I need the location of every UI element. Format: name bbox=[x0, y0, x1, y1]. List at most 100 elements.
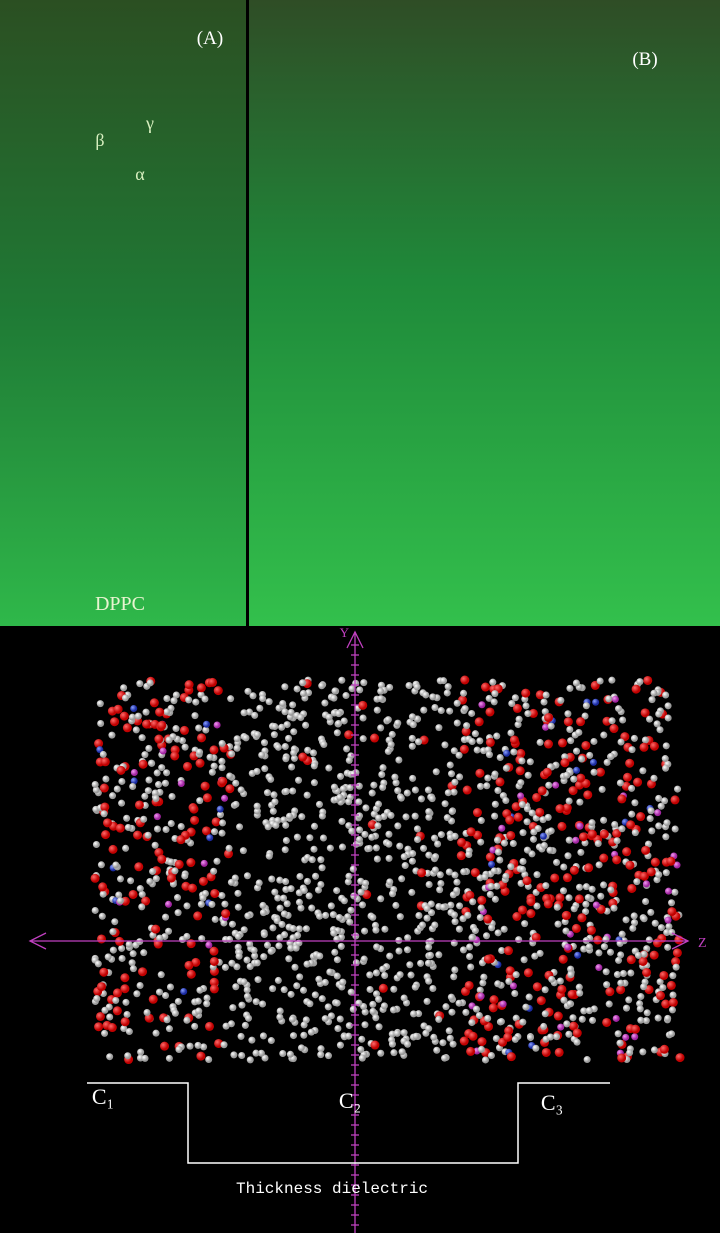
atom bbox=[339, 844, 346, 851]
atom bbox=[494, 787, 501, 794]
atom bbox=[398, 875, 405, 882]
atom bbox=[312, 991, 319, 998]
atom bbox=[508, 700, 515, 707]
atom bbox=[595, 964, 602, 971]
atom bbox=[530, 828, 537, 835]
atom bbox=[293, 945, 300, 952]
atom bbox=[576, 884, 583, 891]
atom bbox=[278, 921, 285, 928]
atom bbox=[435, 724, 442, 731]
atom bbox=[219, 830, 226, 837]
atom bbox=[412, 787, 419, 794]
atom bbox=[516, 766, 525, 775]
atom bbox=[656, 726, 663, 733]
atom bbox=[435, 951, 442, 958]
atom bbox=[626, 820, 635, 829]
atom bbox=[448, 1009, 455, 1016]
atom bbox=[316, 913, 323, 920]
atom bbox=[326, 714, 333, 721]
atom bbox=[282, 755, 289, 762]
atom bbox=[299, 679, 306, 686]
atom bbox=[129, 783, 136, 790]
atom bbox=[397, 913, 404, 920]
atom bbox=[219, 764, 226, 771]
atom bbox=[261, 739, 268, 746]
atom bbox=[140, 949, 147, 956]
atom bbox=[609, 717, 616, 724]
atom bbox=[166, 1025, 173, 1032]
atom bbox=[347, 907, 354, 914]
atom bbox=[569, 786, 578, 795]
atom bbox=[452, 833, 459, 840]
atom bbox=[665, 923, 672, 930]
atom bbox=[205, 1022, 214, 1031]
atom bbox=[330, 911, 337, 918]
atom bbox=[168, 858, 175, 865]
atom bbox=[337, 1015, 344, 1022]
atom bbox=[537, 996, 546, 1005]
atom bbox=[628, 811, 635, 818]
atom bbox=[654, 809, 661, 816]
atom bbox=[192, 699, 199, 706]
atom bbox=[591, 769, 598, 776]
atom bbox=[110, 947, 117, 954]
atom bbox=[665, 714, 672, 721]
atom bbox=[460, 868, 467, 875]
atom bbox=[629, 925, 636, 932]
atom bbox=[281, 683, 288, 690]
atom bbox=[579, 1016, 586, 1023]
atom bbox=[401, 1029, 408, 1036]
atom bbox=[369, 1008, 376, 1015]
atom bbox=[350, 1006, 357, 1013]
atom bbox=[110, 717, 119, 726]
atom bbox=[116, 824, 125, 833]
atom bbox=[289, 701, 296, 708]
atom bbox=[669, 972, 676, 979]
atom bbox=[228, 960, 235, 967]
atom bbox=[474, 747, 481, 754]
atom bbox=[97, 934, 106, 943]
atom bbox=[510, 735, 519, 744]
molecule-name: DPPC bbox=[95, 593, 145, 615]
atom bbox=[663, 869, 670, 876]
atom bbox=[445, 789, 452, 796]
atom bbox=[366, 971, 373, 978]
atom bbox=[120, 973, 129, 982]
atom bbox=[547, 1033, 554, 1040]
atom bbox=[477, 914, 484, 921]
atom bbox=[592, 699, 599, 706]
atom bbox=[629, 746, 636, 753]
atom bbox=[615, 1030, 622, 1037]
atom bbox=[584, 863, 593, 872]
atom bbox=[105, 953, 112, 960]
atom bbox=[518, 905, 527, 914]
atom bbox=[130, 705, 137, 712]
atom bbox=[542, 1048, 551, 1057]
atom bbox=[651, 858, 660, 867]
atom bbox=[319, 812, 326, 819]
atom bbox=[562, 927, 569, 934]
atom bbox=[259, 1000, 266, 1007]
atom bbox=[145, 832, 152, 839]
atom bbox=[155, 781, 162, 788]
atom bbox=[465, 851, 472, 858]
atom bbox=[255, 976, 262, 983]
atom bbox=[615, 705, 622, 712]
atom bbox=[642, 898, 649, 905]
atom bbox=[395, 948, 402, 955]
atom bbox=[300, 690, 307, 697]
atom bbox=[183, 1017, 190, 1024]
atom bbox=[632, 829, 639, 836]
atom bbox=[402, 862, 409, 869]
atom bbox=[658, 924, 665, 931]
atom bbox=[576, 774, 585, 783]
atom bbox=[616, 985, 625, 994]
atom bbox=[478, 904, 485, 911]
atom bbox=[394, 787, 401, 794]
atom bbox=[187, 970, 196, 979]
atom bbox=[290, 749, 297, 756]
atom bbox=[520, 858, 527, 865]
atom bbox=[512, 1036, 519, 1043]
atom bbox=[595, 949, 602, 956]
atom bbox=[568, 990, 577, 999]
